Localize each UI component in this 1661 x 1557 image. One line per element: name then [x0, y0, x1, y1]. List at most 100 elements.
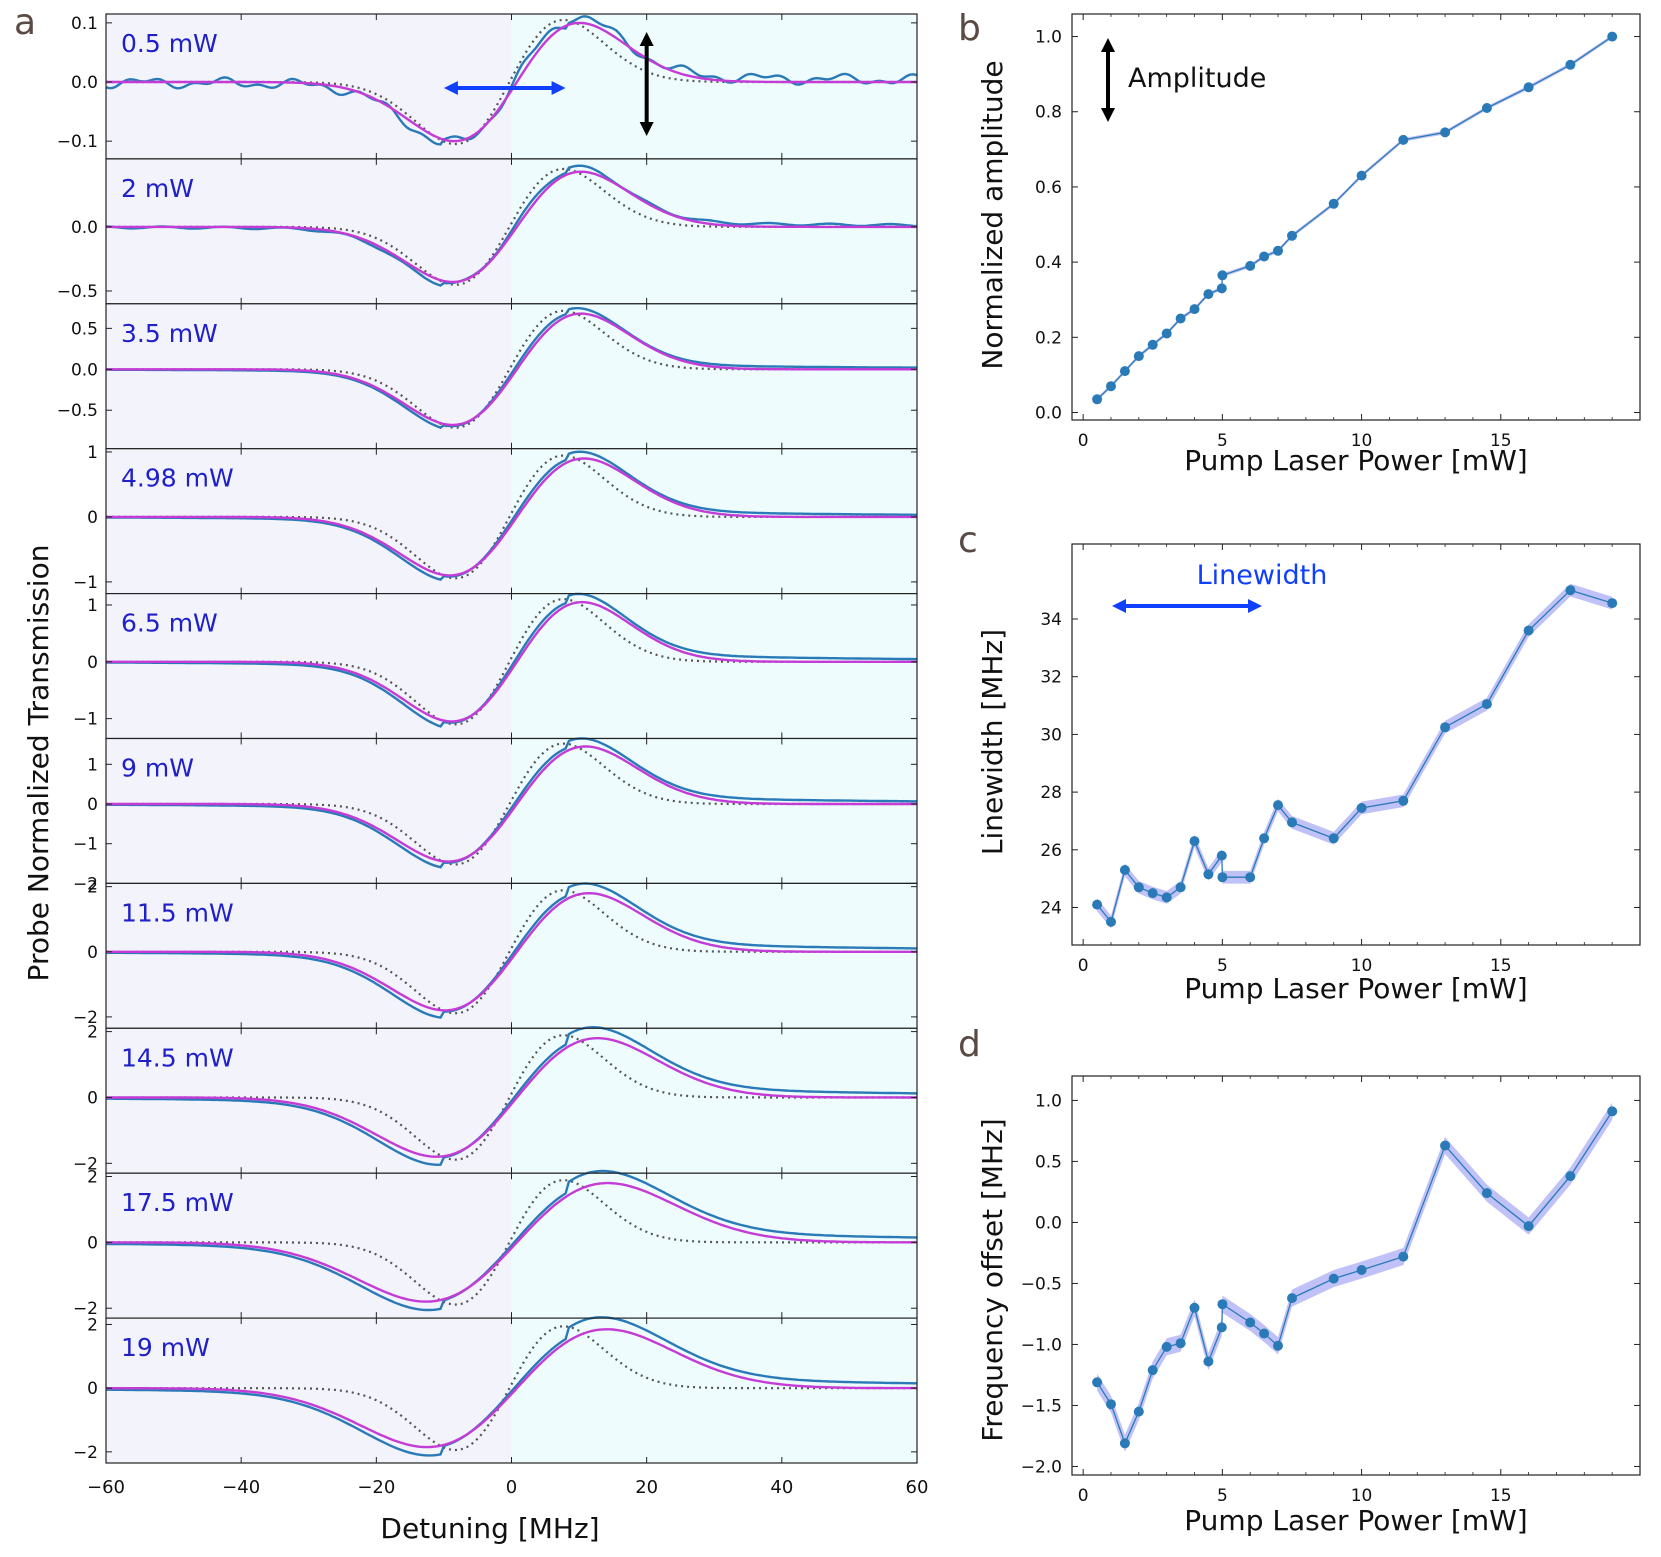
power-label: 4.98 mW: [121, 464, 234, 493]
panel-b-ylabel: Normalized amplitude: [976, 60, 1009, 369]
data-point: [1523, 625, 1534, 636]
data-point: [1245, 1317, 1256, 1328]
fit-curve: [106, 1328, 917, 1449]
data-point: [1273, 245, 1283, 256]
y-tick-label: 0: [87, 653, 98, 673]
power-label: 6.5 mW: [121, 609, 218, 638]
panel-a: −0.1 0.0 0.1 0.5 mW −0.5 0.0 2 mW −0.5 0.0 0.5 3.5…: [57, 13, 928, 1498]
fit-curve: [106, 745, 917, 863]
reference-curve: [106, 18, 917, 146]
data-point: [1523, 82, 1534, 93]
data-point: [1481, 1188, 1492, 1199]
data-point: [1565, 59, 1576, 70]
fit-curve: [106, 21, 917, 143]
data-point: [1189, 836, 1200, 847]
data-point: [1119, 1438, 1130, 1449]
fit-curve: [106, 312, 917, 427]
data-point: [1175, 882, 1186, 893]
x-tick-label: 15: [1490, 956, 1512, 976]
x-tick-label: 10: [1351, 1486, 1373, 1506]
data-point: [1147, 1365, 1158, 1376]
amplitude-arrow: [639, 32, 654, 136]
spectrum-subplot-3: −1 0 1 4.98 mW: [73, 443, 918, 595]
y-tick-label: 2: [87, 1167, 98, 1187]
y-tick-label: 0.6: [1035, 178, 1062, 198]
y-tick-label: −1.5: [1021, 1396, 1062, 1416]
data-point: [1398, 1251, 1409, 1262]
data-point: [1245, 260, 1256, 271]
y-tick-label: −1.0: [1021, 1335, 1062, 1355]
amplitude-annotation: Amplitude: [1128, 63, 1266, 94]
measured-curve: [105, 1169, 918, 1312]
spectrum-subplot-9: −2 0 2 19 mW: [73, 1315, 918, 1464]
plot-frame: [1071, 13, 1641, 421]
data-point: [1119, 366, 1130, 377]
panel-d-xlabel: Pump Laser Power [mW]: [1184, 1504, 1527, 1537]
y-tick-label: 0: [87, 795, 98, 815]
data-point: [1259, 1328, 1270, 1339]
panel-letter-d: d: [958, 1024, 981, 1065]
x-tick-label: 5: [1217, 1486, 1228, 1506]
panel-c-xlabel: Pump Laser Power [mW]: [1184, 972, 1527, 1005]
positive-detuning-region: [511, 303, 917, 449]
data-point: [1203, 1356, 1214, 1367]
data-point: [1161, 892, 1172, 903]
power-label: 19 mW: [121, 1333, 210, 1362]
data-point: [1523, 1221, 1534, 1232]
power-label: 17.5 mW: [121, 1188, 234, 1217]
data-point: [1328, 198, 1339, 209]
linewidth-annotation: Linewidth: [1197, 560, 1328, 591]
x-tick-label: 15: [1490, 431, 1512, 451]
data-point: [1273, 1340, 1283, 1351]
y-tick-label: 0.0: [71, 218, 98, 238]
data-point: [1481, 699, 1492, 710]
positive-detuning-region: [511, 883, 917, 1029]
data-point: [1481, 103, 1492, 113]
data-point: [1161, 1341, 1172, 1352]
y-tick-label: −1: [73, 835, 98, 855]
power-label: 2 mW: [121, 174, 194, 203]
reference-curve: [106, 1034, 917, 1161]
y-tick-label: 1.0: [1035, 28, 1062, 48]
positive-detuning-region: [511, 593, 917, 739]
data-point: [1440, 722, 1451, 733]
spectrum-subplot-4: −1 0 1 6.5 mW: [73, 592, 918, 740]
data-point: [1217, 270, 1228, 281]
x-tick-label: 0: [1078, 431, 1089, 451]
panel-d: 0 5 10 15 −2.0 −1.5 −1.0 −0.5 0.0 0.5 1.0: [1021, 1075, 1641, 1506]
data-point: [1398, 134, 1409, 145]
x-tick-label: 10: [1351, 431, 1373, 451]
fit-curve: [106, 170, 917, 284]
y-tick-label: 0.0: [1035, 1213, 1062, 1233]
linewidth-arrow-head-left: [443, 81, 458, 95]
data-point: [1356, 1265, 1367, 1275]
data-point: [1356, 803, 1367, 813]
panel-c-ylabel: Linewidth [MHz]: [976, 629, 1009, 855]
data-point: [1607, 1106, 1618, 1117]
linewidth-arrow: [443, 81, 566, 95]
reference-curve: [106, 1179, 917, 1306]
spectrum-subplot-1: −0.5 0.0 2 mW: [57, 158, 918, 305]
data-point: [1607, 598, 1618, 609]
x-tick-label: 0: [1078, 956, 1089, 976]
x-tick-label: 0: [506, 1477, 517, 1498]
reference-curve: [106, 1325, 917, 1452]
fit-curve: [106, 1037, 917, 1158]
power-label: 9 mW: [121, 754, 194, 783]
panel-letter-b: b: [958, 8, 981, 49]
y-tick-label: −0.5: [57, 282, 98, 302]
power-label: 0.5 mW: [121, 29, 218, 58]
y-tick-label: 0: [87, 508, 98, 528]
measured-curve: [106, 592, 917, 728]
panel-letter-a: a: [14, 2, 36, 43]
x-tick-label: 40: [770, 1477, 793, 1498]
data-point: [1440, 1140, 1451, 1151]
data-point: [1216, 1322, 1227, 1333]
panel-a-xlabel: Detuning [MHz]: [380, 1512, 599, 1545]
measured-curve: [106, 737, 917, 869]
fit-curve: [106, 1181, 917, 1303]
y-tick-label: 2: [87, 878, 98, 898]
reference-curve: [106, 309, 917, 429]
y-tick-label: −2: [73, 1154, 98, 1174]
y-tick-label: 1.0: [1035, 1091, 1062, 1111]
